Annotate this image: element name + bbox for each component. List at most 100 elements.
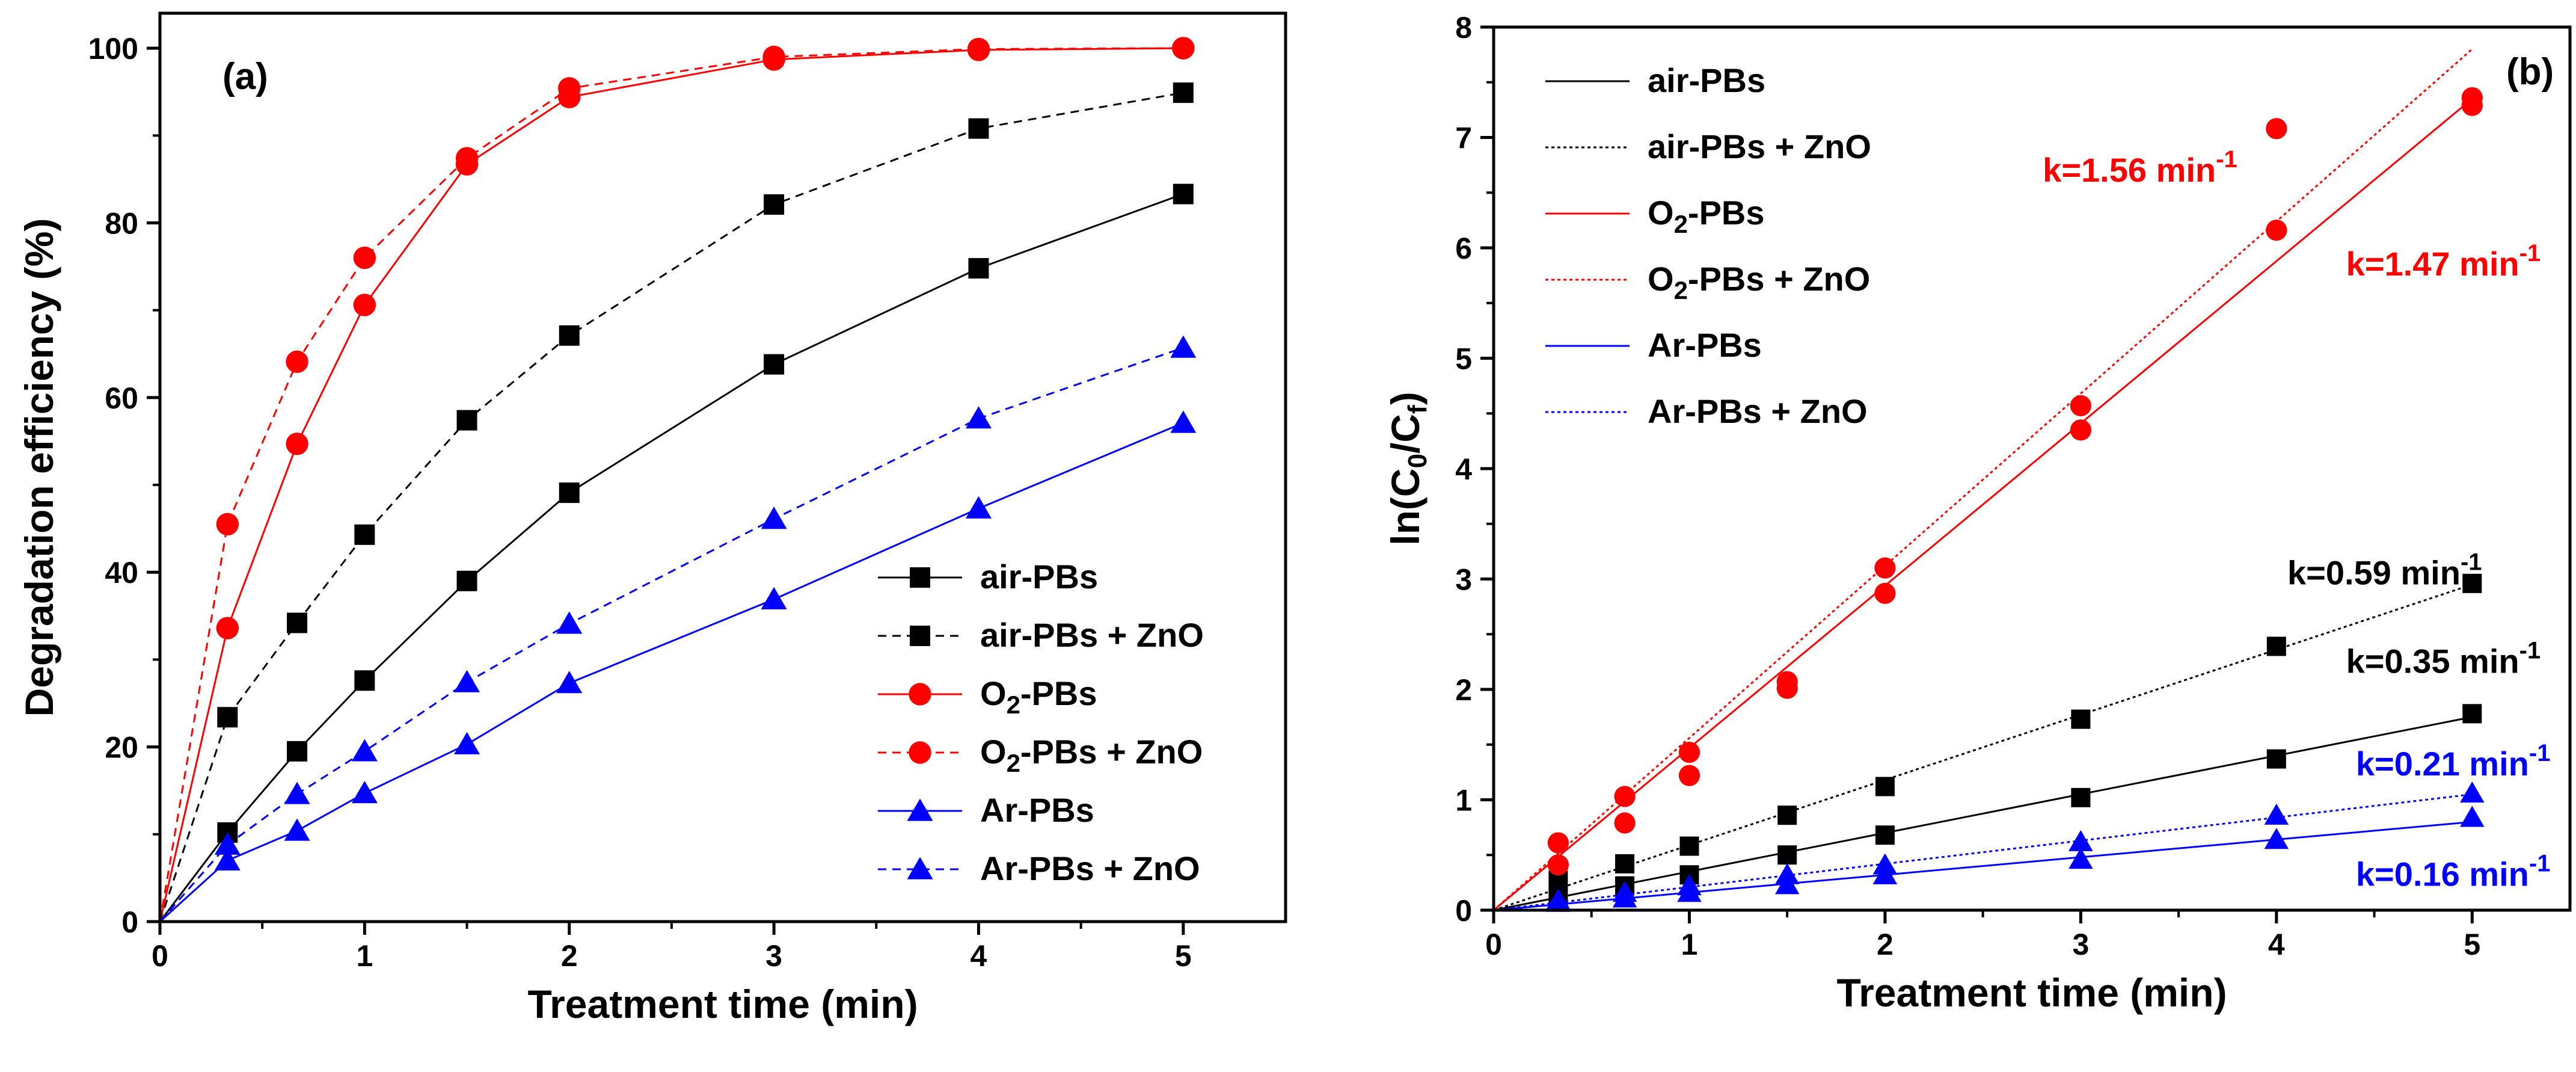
panel-b-series-air-pbs-point	[1777, 845, 1797, 865]
panel-b-series-air-pbs-zno-point	[2071, 709, 2091, 729]
panel-a-y-tick-label: 20	[105, 731, 138, 765]
panel-a-series-ar-pbs-zno-point	[965, 406, 992, 429]
panel-b-legend-ar-pbs: Ar-PBs	[1545, 326, 1762, 364]
panel-a-legend-air-pbs-label: air-PBs	[980, 558, 1098, 596]
panel-b-series-ar-pbs-point	[2460, 806, 2485, 827]
panel-b-series-air-pbs-zno-point	[1679, 836, 1699, 856]
panel-a-legend-o2-pbs: O2-PBs	[878, 674, 1097, 719]
panel-a-legend-air-pbs-marker	[910, 567, 930, 588]
panel-b-legend-air-pbs: air-PBs	[1545, 61, 1765, 99]
panel-b-y-tick-label: 6	[1455, 232, 1472, 265]
panel-a-series-air-pbs-zno-point	[217, 707, 238, 728]
panel-b-series-air-pbs-zno-point	[2266, 636, 2286, 656]
panel-a-legend: air-PBs air-PBs + ZnO O2-PBs O2-PBs + ZnO Ar…	[878, 558, 1204, 887]
panel-a-series-ar-pbs-zno-point	[1170, 335, 1197, 358]
panel-a-series-ar-pbs-zno-point	[761, 507, 787, 529]
panel-b-series-ar-pbs-zno-point	[2460, 781, 2485, 803]
panel-b-x-tick-label: 1	[1681, 928, 1698, 961]
panel-b-series-o2-pbs-fit-line	[1493, 98, 2473, 911]
panel-a-legend-ar-pbs-zno: Ar-PBs + ZnO	[878, 849, 1200, 887]
panel-a-legend-air-pbs-zno-marker	[910, 626, 930, 646]
panel-a-series-o2-pbs-zno-point	[558, 77, 581, 100]
panel-a-series-o2-pbs-point	[353, 294, 376, 316]
panel-b-legend-o2-pbs: O2-PBs	[1545, 194, 1765, 238]
panel-a-series-o2-pbs-zno-point	[1172, 37, 1195, 60]
panel-a-series-o2-pbs-zno-point	[286, 350, 308, 374]
panel-a-series-ar-pbs-point	[351, 781, 378, 804]
panel-a-series-o2-pbs-zno-line	[159, 47, 1183, 922]
panel-b-series-ar-pbs-point	[2068, 848, 2093, 869]
panel-b-series-air-pbs-point	[2462, 704, 2482, 724]
panel-b-series-o2-pbs-point	[2266, 220, 2287, 241]
panel-b-legend-o2-pbs-zno: O2-PBs + ZnO	[1545, 260, 1870, 304]
panel-a-series-ar-pbs-zno-point	[214, 832, 241, 855]
panel-b-series-air-pbs-zno	[1493, 573, 2482, 911]
panel-b-series-air-pbs-fit-line	[1493, 716, 2473, 911]
panel-a-legend-ar-pbs-marker	[907, 798, 933, 821]
panel-a-x-tick-label: 0	[152, 939, 168, 973]
panel-b-series-o2-pbs-point	[1678, 765, 1700, 786]
panel-a-series-ar-pbs-point	[1170, 410, 1197, 433]
panel-b-series-o2-pbs-point	[2070, 419, 2091, 441]
panel-a-label: (a)	[222, 56, 268, 97]
panel-b-legend-o2-pbs-label: O2-PBs	[1648, 194, 1765, 238]
panel-b-series-ar-pbs-point	[2264, 828, 2289, 849]
panel-b-series-ar-pbs-zno	[1493, 781, 2485, 911]
panel-a-series-ar-pbs-zno-point	[351, 739, 378, 762]
panel-b-series-air-pbs-zno-point	[1615, 854, 1635, 873]
panel-b-series-air-pbs-point	[2266, 749, 2286, 769]
panel-a-series-ar-pbs-zno-point	[454, 670, 480, 692]
panel-b-series-ar-pbs-zno-point	[1612, 881, 1637, 902]
panel-a-y-tick-label: 0	[121, 905, 138, 939]
panel-a-series-o2-pbs-zno-point	[967, 37, 990, 61]
panel-a-series-ar-pbs-zno-point	[556, 611, 583, 634]
panel-a-y-axis-title: Degradation efficiency (%)	[17, 218, 61, 717]
panel-a-series-ar-pbs-zno	[159, 335, 1197, 922]
panel-a-series-air-pbs-zno-point	[764, 194, 785, 215]
panel-a-legend-air-pbs: air-PBs	[878, 558, 1098, 596]
panel-b-series-o2-pbs-point	[1547, 854, 1569, 876]
panel-a-x-axis-title: Treatment time (min)	[527, 982, 918, 1026]
panel-b-series-o2-pbs-zno-point	[2070, 395, 2091, 417]
panel-b-legend: air-PBs air-PBs + ZnO O2-PBs O2-PBs + ZnO Ar…	[1545, 61, 1871, 430]
panel-a-legend-ar-pbs-label: Ar-PBs	[980, 791, 1094, 829]
panel-a-legend-air-pbs-zno: air-PBs + ZnO	[878, 616, 1204, 654]
panel-a-x-tick-label: 5	[1175, 939, 1192, 973]
panel-b-annotation-rate-constant: k=0.16 min-1	[2356, 851, 2551, 893]
panel-a-y-tick-label: 60	[105, 381, 138, 415]
panel-b-series-air-pbs-zno-point	[1777, 806, 1797, 825]
panel-b-y-tick-label: 3	[1455, 563, 1472, 597]
panel-a-x-tick-label: 4	[971, 939, 987, 973]
panel-a-legend-air-pbs-zno-label: air-PBs + ZnO	[980, 616, 1204, 654]
panel-b-y-tick-label: 5	[1455, 342, 1472, 376]
panel-b-series-o2-pbs-zno-point	[1547, 832, 1569, 854]
panel-a-series-o2-pbs-zno-point	[353, 246, 376, 270]
panel-b-y-tick-label: 7	[1455, 122, 1472, 155]
panel-a-x-tick-label: 2	[561, 939, 578, 973]
panel-b-legend-air-pbs-label: air-PBs	[1648, 61, 1765, 99]
panel-a-legend-o2-pbs-zno-label: O2-PBs + ZnO	[980, 733, 1203, 777]
panel-a-x-tick-label: 3	[765, 939, 782, 973]
panel-b-x-tick-label: 5	[2464, 928, 2480, 961]
panel-b-ylabel-sub1: f	[1403, 405, 1432, 414]
panel-a-series-air-pbs-zno-point	[968, 118, 989, 139]
panel-a-legend-ar-pbs-zno-label: Ar-PBs + ZnO	[980, 849, 1200, 887]
panel-b-annotations: k=1.56 min-1 k=1.47 min-1 k=0.59 min-1 k=0.…	[2043, 146, 2550, 893]
panel-a-legend-ar-pbs-zno-marker	[907, 857, 933, 879]
panel-b-ylabel-sub0: 0	[1403, 454, 1432, 468]
panel-a-series-ar-pbs	[159, 410, 1197, 923]
panel-b-ylabel-end: )	[1383, 392, 1428, 405]
panel-a-series-o2-pbs-zno-point	[455, 147, 479, 170]
panel-a-series-o2-pbs-point	[216, 617, 239, 639]
panel-b-annotation-rate-constant: k=0.35 min-1	[2346, 637, 2541, 680]
panel-a-series-air-pbs-zno-point	[287, 612, 308, 633]
panel-a: 0 1 2 3 4 5 0 20 40 60 80 100 (a) Treatment time (m…	[17, 11, 1287, 1026]
panel-a-series-air-pbs-zno-point	[456, 410, 477, 431]
panel-a-series-air-pbs-zno-point	[559, 325, 580, 346]
panel-b-series-o2-pbs-zno-point	[1874, 557, 1896, 579]
panel-b-series-o2-pbs-zno-point	[2266, 118, 2287, 140]
panel-b-legend-air-pbs-zno: air-PBs + ZnO	[1545, 128, 1871, 165]
panel-b-y-axis-title: ln(C0/Cf)	[1383, 392, 1432, 545]
panel-a-series-o2-pbs-zno-point	[216, 513, 239, 536]
